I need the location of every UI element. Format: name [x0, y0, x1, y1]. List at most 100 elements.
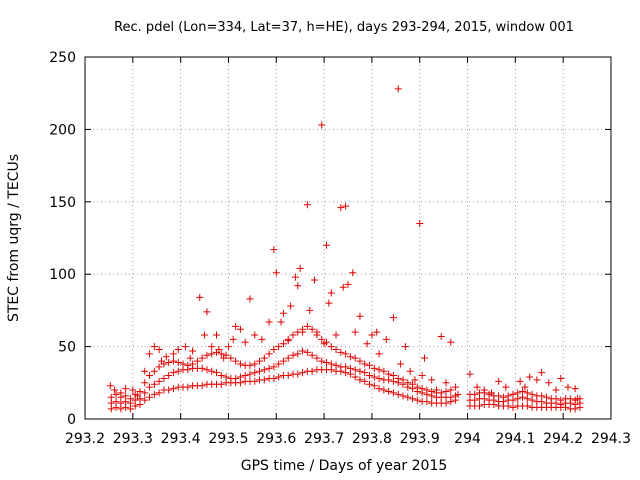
data-point: [208, 367, 216, 375]
data-point: [351, 328, 359, 336]
data-point: [346, 353, 354, 361]
data-point: [318, 121, 326, 129]
data-point: [306, 306, 314, 314]
data-point: [222, 373, 230, 381]
data-point: [303, 322, 311, 330]
data-point: [232, 322, 240, 330]
data-point: [437, 389, 445, 397]
data-point: [150, 380, 158, 388]
data-point: [389, 314, 397, 322]
data-point: [416, 220, 424, 228]
data-point: [346, 364, 354, 372]
data-point: [270, 363, 278, 371]
data-point: [447, 338, 455, 346]
data-point: [356, 367, 364, 375]
data-point: [146, 393, 154, 401]
data-point: [361, 360, 369, 368]
data-point: [203, 366, 211, 374]
data-point: [428, 376, 436, 384]
data-point: [322, 338, 330, 346]
data-point: [499, 393, 507, 401]
data-point: [270, 374, 278, 382]
data-point: [375, 350, 383, 358]
data-point: [318, 335, 326, 343]
data-point: [332, 361, 340, 369]
data-point: [203, 308, 211, 316]
data-point: [423, 386, 431, 394]
data-point: [150, 367, 158, 375]
data-point: [375, 366, 383, 374]
data-point: [538, 392, 546, 400]
data-point: [349, 269, 357, 277]
data-point: [509, 390, 517, 398]
data-point: [236, 360, 244, 368]
data-point: [542, 393, 550, 401]
data-point: [287, 302, 295, 310]
data-point: [184, 361, 192, 369]
data-point: [351, 373, 359, 381]
data-point: [409, 395, 417, 403]
data-point: [265, 350, 273, 358]
data-point: [236, 325, 244, 333]
data-point: [380, 367, 388, 375]
data-point: [294, 370, 302, 378]
data-point: [566, 395, 574, 403]
data-point: [146, 350, 154, 358]
data-point: [246, 370, 254, 378]
data-point: [342, 202, 350, 210]
x-tick-label: 294.3: [591, 431, 631, 447]
data-point: [141, 367, 149, 375]
data-point: [155, 363, 163, 371]
data-point: [421, 354, 429, 362]
data-point: [196, 293, 204, 301]
data-point: [397, 360, 405, 368]
data-point: [471, 390, 479, 398]
data-point: [126, 395, 134, 403]
data-point: [251, 369, 259, 377]
data-point: [366, 372, 374, 380]
data-point: [284, 372, 292, 380]
x-tick-label: 293.7: [304, 431, 344, 447]
data-point: [514, 389, 522, 397]
data-point: [251, 377, 259, 385]
data-point: [198, 354, 206, 362]
data-point: [258, 335, 266, 343]
data-point: [299, 369, 307, 377]
data-point: [299, 347, 307, 355]
data-point: [246, 361, 254, 369]
x-tick-label: 293.8: [352, 431, 392, 447]
data-point: [131, 390, 139, 398]
data-point: [447, 393, 455, 401]
data-point: [122, 392, 130, 400]
data-points: [106, 85, 584, 413]
data-point: [409, 380, 417, 388]
data-point: [442, 379, 450, 387]
data-point: [404, 379, 412, 387]
data-point: [394, 374, 402, 382]
data-point: [502, 383, 510, 391]
data-point: [538, 369, 546, 377]
y-tick-label: 250: [49, 50, 76, 66]
y-tick-label: 0: [67, 412, 76, 428]
data-point: [256, 367, 264, 375]
x-tick-label: 293.4: [161, 431, 201, 447]
data-point: [495, 392, 503, 400]
y-axis-label: STEC from uqrg / TECUs: [6, 154, 22, 322]
data-point: [279, 357, 287, 365]
data-point: [189, 360, 197, 368]
data-point: [291, 273, 299, 281]
data-point: [112, 390, 120, 398]
data-point: [270, 345, 278, 353]
data-point: [141, 396, 149, 404]
x-tick-labels: 293.2 293.3 293.4 293.5 293.6 293.7 293.8 293.9…: [65, 431, 631, 447]
data-point: [198, 364, 206, 372]
data-point: [318, 357, 326, 365]
data-point: [442, 387, 450, 395]
data-point: [169, 369, 177, 377]
data-point: [370, 373, 378, 381]
data-point: [545, 379, 553, 387]
data-point: [150, 343, 158, 351]
data-point: [327, 360, 335, 368]
data-point: [521, 383, 529, 391]
data-point: [136, 387, 144, 395]
